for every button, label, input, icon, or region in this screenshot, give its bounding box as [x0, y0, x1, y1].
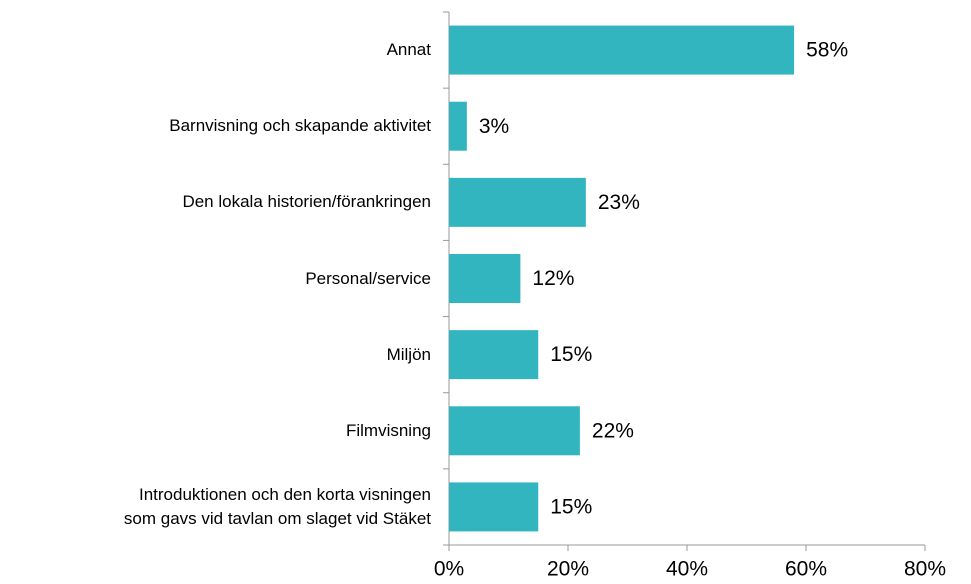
x-tick-label: 40% — [666, 558, 708, 581]
value-label: 23% — [598, 191, 640, 214]
y-tick-label: Annat — [386, 40, 431, 60]
y-tick-label: Introduktionen och den korta visningen s… — [123, 484, 431, 528]
y-tick-label: Barnvisning och skapande aktivitet — [169, 116, 431, 136]
value-label: 15% — [550, 495, 592, 518]
x-tick-label: 80% — [904, 558, 946, 581]
y-tick-label: Miljön — [386, 344, 431, 364]
x-tick-label: 20% — [547, 558, 589, 581]
bar — [449, 25, 795, 75]
value-label: 12% — [532, 267, 574, 290]
value-label: 58% — [806, 39, 848, 62]
bar — [449, 482, 539, 532]
y-tick-label: Personal/service — [305, 268, 431, 288]
bar — [449, 254, 521, 303]
x-tick-label: 60% — [785, 558, 827, 581]
bar — [449, 177, 586, 227]
value-label: 3% — [479, 115, 509, 138]
bar — [449, 330, 539, 380]
x-tick-label: 0% — [434, 558, 464, 581]
bar — [449, 406, 580, 456]
value-label: 22% — [592, 419, 634, 442]
y-tick-label: Filmvisning — [345, 420, 431, 440]
bar — [449, 101, 467, 151]
value-label: 15% — [550, 343, 592, 366]
y-tick-label: Den lokala historien/förankringen — [182, 192, 431, 212]
